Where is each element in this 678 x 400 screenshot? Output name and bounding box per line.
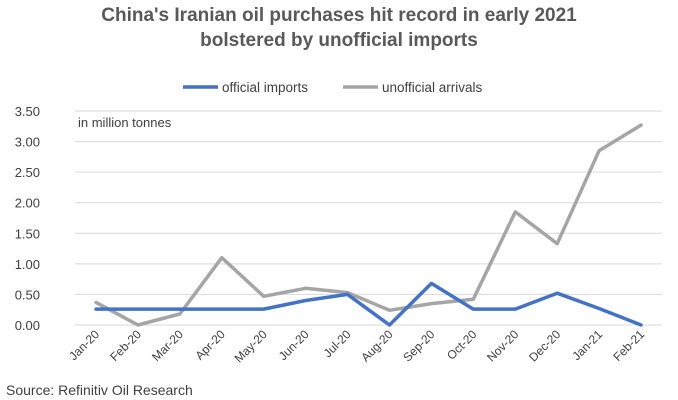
grid-lines bbox=[75, 110, 662, 326]
y-tick-label: 2.50 bbox=[15, 165, 40, 180]
y-tick-label: 0.00 bbox=[15, 318, 40, 333]
x-tick-label: Apr-20 bbox=[192, 327, 228, 363]
x-tick-label: Feb-21 bbox=[610, 327, 647, 364]
x-tick-label: Nov-20 bbox=[484, 327, 521, 364]
x-tick-label: Sep-20 bbox=[400, 327, 437, 364]
y-tick-label: 1.00 bbox=[15, 257, 40, 272]
y-tick-label: 1.50 bbox=[15, 226, 40, 241]
x-tick-label: Feb-20 bbox=[107, 327, 144, 364]
chart-title-line-2: bolstered by unofficial imports bbox=[200, 30, 478, 51]
legend-label: unofficial arrivals bbox=[382, 80, 483, 95]
x-tick-label: Dec-20 bbox=[526, 327, 563, 364]
legend: official imports unofficial arrivals bbox=[183, 80, 483, 95]
y-axis-tick-labels: 0.00 0.50 1.00 1.50 2.00 2.50 3.00 3.50 bbox=[15, 104, 40, 333]
y-tick-label: 3.50 bbox=[15, 104, 40, 119]
x-tick-label: Oct-20 bbox=[444, 327, 480, 363]
x-tick-label: Mar-20 bbox=[149, 327, 186, 364]
units-annotation: in million tonnes bbox=[78, 115, 172, 130]
y-tick-label: 2.00 bbox=[15, 196, 40, 211]
x-tick-label: Aug-20 bbox=[358, 327, 395, 364]
legend-label: official imports bbox=[222, 80, 308, 95]
x-tick-label: Jan-21 bbox=[569, 327, 605, 363]
chart-title: China's Iranian oil purchases hit record… bbox=[0, 3, 678, 53]
y-tick-label: 0.50 bbox=[15, 287, 40, 302]
chart-title-line-1: China's Iranian oil purchases hit record… bbox=[101, 5, 577, 26]
x-tick-label: Jun-20 bbox=[276, 327, 312, 363]
x-tick-label: May-20 bbox=[232, 327, 270, 365]
series-lines bbox=[94, 123, 643, 327]
source-note: Source: Refinitiv Oil Research bbox=[6, 382, 193, 398]
x-axis-tick-labels: Jan-20 Feb-20 Mar-20 Apr-20 May-20 Jun-20 Jul-… bbox=[66, 327, 647, 365]
x-tick-label: Jan-20 bbox=[66, 327, 102, 363]
y-tick-label: 3.00 bbox=[15, 135, 40, 150]
series-line bbox=[94, 123, 643, 327]
series-line bbox=[94, 281, 643, 327]
x-tick-label: Jul-20 bbox=[321, 327, 354, 360]
